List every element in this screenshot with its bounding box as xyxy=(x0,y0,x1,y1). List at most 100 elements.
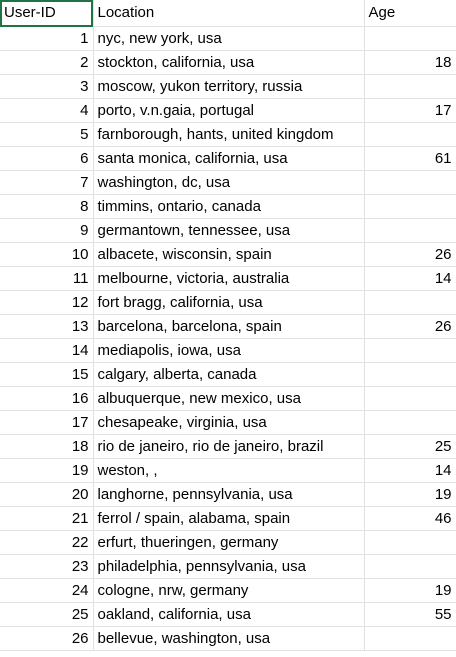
cell-user-id[interactable]: 21 xyxy=(0,506,94,531)
header-cell-age[interactable]: Age xyxy=(364,0,456,27)
cell-user-id[interactable]: 19 xyxy=(0,458,94,483)
cell-location[interactable]: timmins, ontario, canada xyxy=(93,194,365,219)
table-row: 26 bellevue, washington, usa xyxy=(0,626,456,651)
cell-user-id[interactable]: 14 xyxy=(0,338,94,363)
cell-age[interactable]: 26 xyxy=(364,314,456,339)
cell-user-id[interactable]: 6 xyxy=(0,146,94,171)
cell-location[interactable]: ferrol / spain, alabama, spain xyxy=(93,506,365,531)
table-row: 21 ferrol / spain, alabama, spain 46 xyxy=(0,506,456,531)
table-row: 22 erfurt, thueringen, germany xyxy=(0,530,456,555)
cell-age[interactable] xyxy=(364,170,456,195)
table-row: 1 nyc, new york, usa xyxy=(0,26,456,51)
cell-user-id[interactable]: 1 xyxy=(0,26,94,51)
table-row: 20 langhorne, pennsylvania, usa 19 xyxy=(0,482,456,507)
cell-age[interactable]: 19 xyxy=(364,578,456,603)
cell-age[interactable]: 55 xyxy=(364,602,456,627)
cell-location[interactable]: cologne, nrw, germany xyxy=(93,578,365,603)
table-row: 4 porto, v.n.gaia, portugal 17 xyxy=(0,98,456,123)
cell-location[interactable]: melbourne, victoria, australia xyxy=(93,266,365,291)
cell-user-id[interactable]: 2 xyxy=(0,50,94,75)
cell-age[interactable] xyxy=(364,410,456,435)
cell-location[interactable]: santa monica, california, usa xyxy=(93,146,365,171)
cell-location[interactable]: nyc, new york, usa xyxy=(93,26,365,51)
cell-user-id[interactable]: 25 xyxy=(0,602,94,627)
cell-age[interactable]: 17 xyxy=(364,98,456,123)
cell-age[interactable] xyxy=(364,74,456,99)
cell-location[interactable]: farnborough, hants, united kingdom xyxy=(93,122,365,147)
table-row: 23 philadelphia, pennsylvania, usa xyxy=(0,554,456,579)
header-cell-user-id[interactable]: User-ID xyxy=(0,0,94,27)
cell-user-id[interactable]: 7 xyxy=(0,170,94,195)
cell-user-id[interactable]: 5 xyxy=(0,122,94,147)
table-row: 9 germantown, tennessee, usa xyxy=(0,218,456,243)
cell-user-id[interactable]: 17 xyxy=(0,410,94,435)
cell-age[interactable] xyxy=(364,218,456,243)
cell-age[interactable]: 14 xyxy=(364,266,456,291)
cell-age[interactable]: 19 xyxy=(364,482,456,507)
cell-location[interactable]: albacete, wisconsin, spain xyxy=(93,242,365,267)
cell-user-id[interactable]: 10 xyxy=(0,242,94,267)
cell-location[interactable]: mediapolis, iowa, usa xyxy=(93,338,365,363)
cell-age[interactable]: 46 xyxy=(364,506,456,531)
cell-age[interactable] xyxy=(364,626,456,651)
cell-location[interactable]: washington, dc, usa xyxy=(93,170,365,195)
cell-age[interactable] xyxy=(364,194,456,219)
cell-age[interactable] xyxy=(364,338,456,363)
cell-user-id[interactable]: 20 xyxy=(0,482,94,507)
cell-user-id[interactable]: 9 xyxy=(0,218,94,243)
cell-location[interactable]: germantown, tennessee, usa xyxy=(93,218,365,243)
cell-location[interactable]: oakland, california, usa xyxy=(93,602,365,627)
cell-user-id[interactable]: 15 xyxy=(0,362,94,387)
cell-user-id[interactable]: 8 xyxy=(0,194,94,219)
cell-age[interactable] xyxy=(364,386,456,411)
cell-age[interactable] xyxy=(364,290,456,315)
cell-location[interactable]: calgary, alberta, canada xyxy=(93,362,365,387)
table-row: 19 weston, , 14 xyxy=(0,458,456,483)
cell-age[interactable] xyxy=(364,362,456,387)
table-row: 5 farnborough, hants, united kingdom xyxy=(0,122,456,147)
cell-location[interactable]: albuquerque, new mexico, usa xyxy=(93,386,365,411)
cell-location[interactable]: porto, v.n.gaia, portugal xyxy=(93,98,365,123)
cell-age[interactable]: 61 xyxy=(364,146,456,171)
cell-user-id[interactable]: 22 xyxy=(0,530,94,555)
cell-user-id[interactable]: 23 xyxy=(0,554,94,579)
cell-user-id[interactable]: 4 xyxy=(0,98,94,123)
cell-location[interactable]: fort bragg, california, usa xyxy=(93,290,365,315)
cell-age[interactable]: 25 xyxy=(364,434,456,459)
table-row: 8 timmins, ontario, canada xyxy=(0,194,456,219)
cell-age[interactable]: 18 xyxy=(364,50,456,75)
cell-location[interactable]: moscow, yukon territory, russia xyxy=(93,74,365,99)
cell-age[interactable] xyxy=(364,554,456,579)
cell-age[interactable] xyxy=(364,122,456,147)
table-row: 6 santa monica, california, usa 61 xyxy=(0,146,456,171)
header-cell-location[interactable]: Location xyxy=(93,0,365,27)
cell-age[interactable]: 14 xyxy=(364,458,456,483)
cell-user-id[interactable]: 26 xyxy=(0,626,94,651)
table-row: 10 albacete, wisconsin, spain 26 xyxy=(0,242,456,267)
cell-user-id[interactable]: 16 xyxy=(0,386,94,411)
cell-location[interactable]: erfurt, thueringen, germany xyxy=(93,530,365,555)
cell-location[interactable]: stockton, california, usa xyxy=(93,50,365,75)
cell-location[interactable]: chesapeake, virginia, usa xyxy=(93,410,365,435)
table-row: 2 stockton, california, usa 18 xyxy=(0,50,456,75)
header-row: User-ID Location Age xyxy=(0,0,456,27)
cell-location[interactable]: bellevue, washington, usa xyxy=(93,626,365,651)
cell-user-id[interactable]: 13 xyxy=(0,314,94,339)
cell-age[interactable] xyxy=(364,26,456,51)
cell-location[interactable]: barcelona, barcelona, spain xyxy=(93,314,365,339)
table-row: 12 fort bragg, california, usa xyxy=(0,290,456,315)
cell-user-id[interactable]: 3 xyxy=(0,74,94,99)
cell-user-id[interactable]: 24 xyxy=(0,578,94,603)
cell-user-id[interactable]: 11 xyxy=(0,266,94,291)
cell-user-id[interactable]: 18 xyxy=(0,434,94,459)
cell-age[interactable]: 26 xyxy=(364,242,456,267)
table-row: 16 albuquerque, new mexico, usa xyxy=(0,386,456,411)
cell-location[interactable]: philadelphia, pennsylvania, usa xyxy=(93,554,365,579)
cell-location[interactable]: weston, , xyxy=(93,458,365,483)
table-row: 18 rio de janeiro, rio de janeiro, brazil… xyxy=(0,434,456,459)
cell-location[interactable]: rio de janeiro, rio de janeiro, brazil xyxy=(93,434,365,459)
cell-age[interactable] xyxy=(364,530,456,555)
cell-user-id[interactable]: 12 xyxy=(0,290,94,315)
cell-location[interactable]: langhorne, pennsylvania, usa xyxy=(93,482,365,507)
